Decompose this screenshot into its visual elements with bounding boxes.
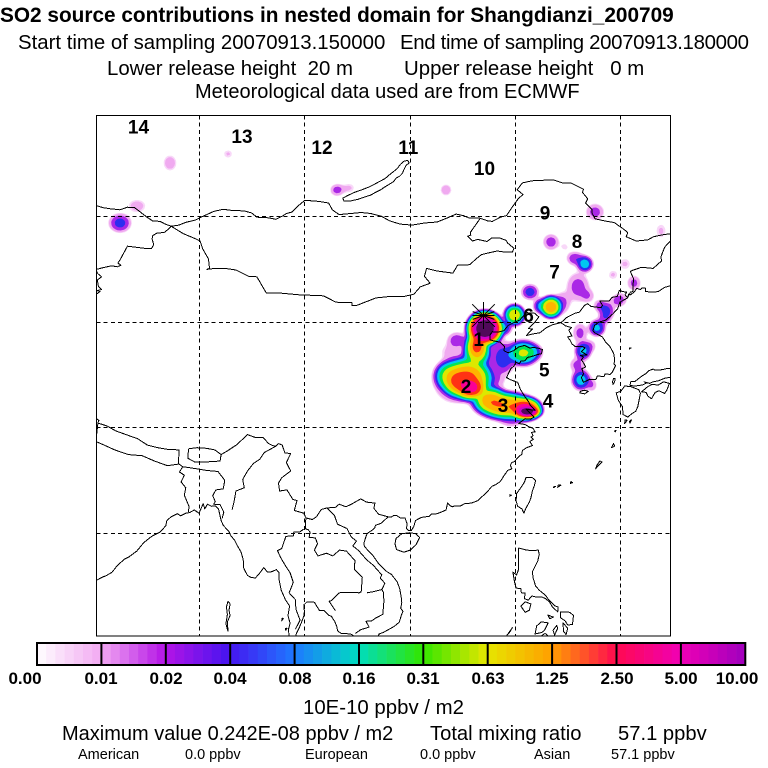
svg-text:4: 4 — [543, 391, 554, 412]
svg-text:5: 5 — [539, 361, 550, 382]
svg-text:7: 7 — [549, 263, 560, 284]
svg-text:14: 14 — [128, 118, 150, 139]
svg-text:12: 12 — [311, 138, 332, 159]
svg-text:6: 6 — [523, 306, 534, 327]
svg-text:11: 11 — [398, 138, 419, 159]
svg-text:3: 3 — [498, 396, 509, 417]
svg-text:2: 2 — [461, 377, 472, 398]
svg-text:13: 13 — [231, 127, 252, 148]
svg-text:10: 10 — [474, 159, 495, 180]
svg-text:9: 9 — [540, 204, 551, 225]
svg-text:1: 1 — [473, 330, 484, 351]
svg-text:8: 8 — [572, 232, 583, 253]
